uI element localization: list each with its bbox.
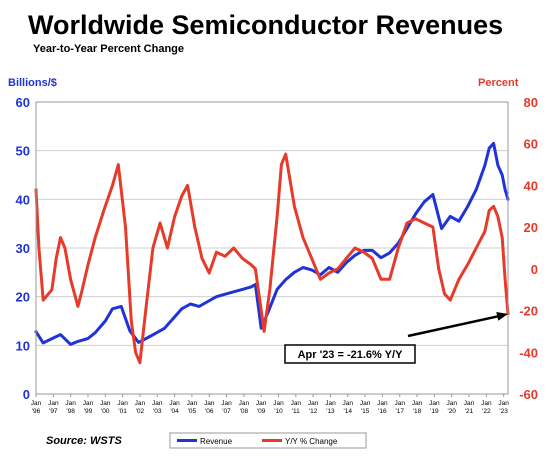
- series-layer: [34, 141, 510, 365]
- annotation-arrow: [407, 314, 503, 338]
- x-tick-month: Jan: [377, 400, 388, 407]
- x-tick-month: Jan: [446, 400, 457, 407]
- left-tick-label: 50: [16, 144, 30, 159]
- right-axis-label: Percent: [478, 77, 519, 89]
- x-tick-year: '07: [222, 408, 231, 415]
- x-tick-year: '20: [447, 408, 456, 415]
- x-tick-year: '99: [84, 408, 93, 415]
- x-tick-month: Jan: [325, 400, 336, 407]
- x-tick-year: '09: [257, 408, 266, 415]
- x-tick-year: '04: [170, 408, 179, 415]
- x-tick-year: '16: [378, 408, 387, 415]
- x-tick-month: Jan: [117, 400, 128, 407]
- x-tick-year: '22: [482, 408, 491, 415]
- x-tick-year: '15: [361, 408, 370, 415]
- x-tick-year: '06: [205, 408, 214, 415]
- x-tick-year: '10: [274, 408, 283, 415]
- x-tick-year: '23: [499, 408, 508, 415]
- x-tick-month: Jan: [83, 400, 94, 407]
- x-tick-year: '01: [118, 408, 127, 415]
- x-tick-month: Jan: [429, 400, 440, 407]
- x-tick-month: Jan: [135, 400, 146, 407]
- chart-subtitle: Year-to-Year Percent Change: [33, 43, 184, 55]
- x-tick-month: Jan: [187, 400, 198, 407]
- x-tick-month: Jan: [343, 400, 354, 407]
- yoy-line: [34, 152, 510, 365]
- x-tick-year: '05: [188, 408, 197, 415]
- x-tick-year: '96: [32, 408, 41, 415]
- x-tick-month: Jan: [221, 400, 232, 407]
- x-tick-year: '02: [136, 408, 145, 415]
- x-tick-month: Jan: [169, 400, 180, 407]
- chart-title: Worldwide Semiconductor Revenues: [28, 10, 503, 40]
- x-tick-year: '03: [153, 408, 162, 415]
- x-tick-month: Jan: [256, 400, 267, 407]
- right-tick-label: -20: [519, 304, 538, 319]
- x-tick-year: '21: [465, 408, 474, 415]
- left-tick-label: 30: [16, 241, 30, 256]
- x-tick-month: Jan: [498, 400, 509, 407]
- revenue-line: [34, 141, 510, 346]
- x-tick-year: '12: [309, 408, 318, 415]
- left-tick-label: 20: [16, 290, 30, 305]
- left-tick-label: 0: [23, 387, 30, 402]
- x-tick-month: Jan: [412, 400, 423, 407]
- x-tick-month: Jan: [291, 400, 302, 407]
- x-tick-month: Jan: [204, 400, 215, 407]
- legend-yoy-label: Y/Y % Change: [285, 437, 338, 446]
- x-tick-month: Jan: [395, 400, 406, 407]
- annotation: Apr '23 = -21.6% Y/Y: [284, 312, 508, 364]
- x-tick-year: '08: [240, 408, 249, 415]
- legend-revenue-label: Revenue: [200, 437, 233, 446]
- right-tick-labels: -60 -40 -20 0 20 40 60 80: [519, 95, 538, 402]
- x-tick-year: '17: [396, 408, 405, 415]
- annotation-arrowhead: [496, 312, 508, 321]
- x-tick-year: '14: [344, 408, 353, 415]
- left-axis-label: Billions/$: [8, 77, 57, 89]
- left-tick-label: 40: [16, 192, 30, 207]
- annotation-box: [284, 344, 416, 364]
- right-tick-label: 80: [524, 95, 538, 110]
- x-tick-month: Jan: [48, 400, 59, 407]
- x-tick-month: Jan: [481, 400, 492, 407]
- x-tick-year: '00: [101, 408, 110, 415]
- x-tick-year: '13: [326, 408, 335, 415]
- plot-frame: [35, 101, 509, 395]
- right-tick-label: 60: [524, 137, 538, 152]
- x-tick-month: Jan: [239, 400, 250, 407]
- x-tick-year: '19: [430, 408, 439, 415]
- legend: Revenue Y/Y % Change: [169, 432, 367, 449]
- x-tick-year: '18: [413, 408, 422, 415]
- x-tick-month: Jan: [152, 400, 163, 407]
- left-tick-labels: 0 10 20 30 40 50 60: [16, 95, 30, 402]
- x-tick-month: Jan: [308, 400, 319, 407]
- x-tick-month: Jan: [65, 400, 76, 407]
- x-tick-month: Jan: [100, 400, 111, 407]
- x-tick-month: Jan: [273, 400, 284, 407]
- right-tick-label: 0: [531, 262, 538, 277]
- right-tick-label: -40: [519, 345, 538, 360]
- annotation-text: Apr '23 = -21.6% Y/Y: [298, 349, 403, 361]
- left-tick-label: 60: [16, 95, 30, 110]
- x-tick-month: Jan: [464, 400, 475, 407]
- x-tick-year: '98: [66, 408, 75, 415]
- x-tick-month: Jan: [360, 400, 371, 407]
- right-tick-label: -60: [519, 387, 538, 402]
- x-tick-year: '97: [49, 408, 58, 415]
- x-tick-labels: Jan'96Jan'97Jan'98Jan'99Jan'00Jan'01Jan'…: [31, 394, 509, 415]
- right-tick-label: 40: [524, 178, 538, 193]
- right-tick-label: 20: [524, 220, 538, 235]
- x-tick-month: Jan: [31, 400, 42, 407]
- left-tick-label: 10: [16, 338, 30, 353]
- x-tick-year: '11: [292, 408, 300, 415]
- source-text: Source: WSTS: [46, 435, 122, 447]
